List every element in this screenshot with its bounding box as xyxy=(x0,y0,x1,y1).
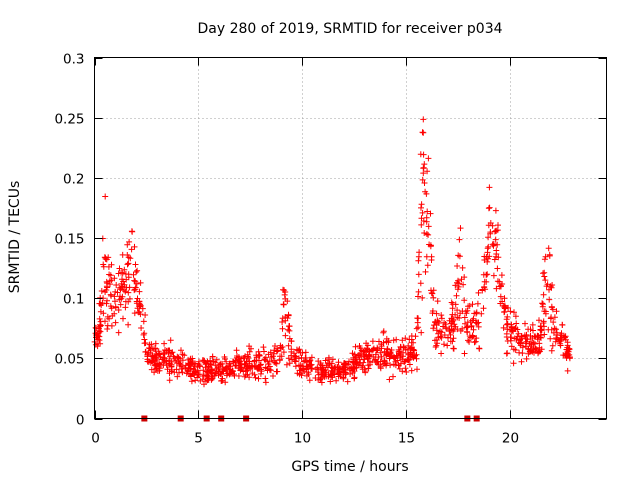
x-tick-label: 15 xyxy=(398,431,415,447)
x-tick-label: 20 xyxy=(502,431,519,447)
y-axis-label: SRMTID / TECUs xyxy=(7,181,23,294)
scatter-points xyxy=(91,116,573,388)
x-axis-label: GPS time / hours xyxy=(291,459,408,475)
y-tick-label: 0 xyxy=(76,413,85,429)
tick-labels: 0 0.05 0.1 0.15 0.2 0.25 0.3 0 5 10 15 20 xyxy=(54,52,519,447)
y-tick-label: 0.05 xyxy=(54,352,84,368)
grid-lines xyxy=(94,57,607,419)
y-tick-label: 0.1 xyxy=(63,292,84,308)
x-tick-label: 5 xyxy=(194,431,203,447)
y-tick-label: 0.3 xyxy=(63,52,84,68)
y-tick-label: 0.25 xyxy=(54,112,84,128)
data-points xyxy=(91,116,573,388)
x-tick-label: 0 xyxy=(91,431,100,447)
axis-ticks xyxy=(94,57,607,420)
x-tick-label: 10 xyxy=(294,431,311,447)
chart-title: Day 280 of 2019, SRMTID for receiver p03… xyxy=(197,21,502,37)
y-tick-label: 0.2 xyxy=(63,172,84,188)
y-tick-label: 0.15 xyxy=(54,232,84,248)
